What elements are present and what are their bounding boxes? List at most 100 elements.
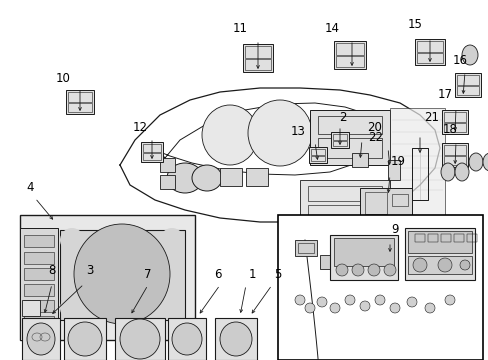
Text: 18: 18 [442, 123, 456, 136]
Ellipse shape [120, 319, 160, 359]
Bar [453, 234, 463, 242]
Bar [24, 316, 54, 328]
Ellipse shape [60, 296, 84, 320]
Bar [245, 168, 267, 186]
Text: 16: 16 [451, 54, 467, 67]
Bar [345, 260, 379, 292]
Bar [307, 205, 381, 219]
Bar [332, 141, 346, 146]
Bar [391, 194, 407, 206]
Bar [339, 255, 409, 300]
Ellipse shape [305, 303, 314, 313]
Bar [443, 123, 465, 132]
Bar [24, 235, 54, 247]
Bar [443, 112, 465, 122]
Bar [24, 300, 54, 312]
Ellipse shape [27, 323, 55, 355]
Ellipse shape [388, 272, 394, 278]
Bar [68, 92, 92, 102]
Text: 10: 10 [56, 72, 70, 85]
Ellipse shape [68, 322, 102, 356]
Text: 17: 17 [437, 89, 451, 102]
Ellipse shape [220, 322, 251, 356]
Bar [24, 268, 54, 280]
Bar [220, 168, 242, 186]
Text: 1: 1 [248, 269, 255, 282]
Text: 2: 2 [339, 112, 346, 125]
Text: 6: 6 [214, 269, 221, 282]
Text: 14: 14 [324, 22, 339, 35]
Bar [427, 234, 437, 242]
Ellipse shape [389, 303, 399, 313]
Bar [299, 180, 389, 225]
Bar [309, 110, 389, 165]
Bar [244, 46, 270, 58]
Bar [443, 145, 465, 155]
Bar [414, 39, 444, 65]
Bar [142, 144, 161, 152]
Bar [310, 149, 325, 155]
Text: 11: 11 [232, 22, 247, 35]
Text: 22: 22 [368, 131, 383, 144]
Bar [24, 252, 54, 264]
Ellipse shape [329, 303, 339, 313]
Bar [443, 156, 465, 165]
Bar [389, 108, 444, 218]
Text: 15: 15 [407, 18, 422, 31]
Bar [407, 231, 471, 253]
Bar [333, 41, 365, 69]
Text: 9: 9 [390, 224, 398, 237]
Bar [310, 156, 325, 161]
Bar [414, 234, 424, 242]
Bar [297, 243, 313, 253]
Ellipse shape [412, 258, 426, 272]
Bar [416, 41, 442, 52]
Ellipse shape [396, 272, 402, 278]
Ellipse shape [316, 297, 326, 307]
Bar [317, 116, 381, 134]
Text: 19: 19 [390, 156, 405, 168]
Bar [416, 53, 442, 63]
Bar [308, 147, 326, 163]
Bar [441, 143, 467, 167]
Bar [440, 234, 450, 242]
Ellipse shape [247, 100, 311, 166]
Bar [456, 75, 478, 85]
Ellipse shape [444, 295, 454, 305]
Bar [66, 90, 94, 114]
Bar [115, 318, 164, 360]
Bar [329, 235, 397, 280]
Ellipse shape [482, 153, 488, 171]
Bar [20, 215, 195, 340]
Bar [294, 240, 316, 256]
Ellipse shape [374, 295, 384, 305]
Bar [24, 284, 54, 296]
Ellipse shape [359, 301, 369, 311]
Text: 20: 20 [367, 121, 382, 135]
Text: 12: 12 [132, 121, 147, 135]
Text: 7: 7 [144, 269, 151, 282]
Ellipse shape [74, 224, 170, 324]
Ellipse shape [459, 260, 469, 270]
Bar [22, 300, 40, 316]
Bar [141, 142, 163, 162]
Ellipse shape [367, 264, 379, 276]
Bar [333, 238, 393, 266]
Text: 8: 8 [48, 264, 56, 276]
Ellipse shape [468, 153, 482, 171]
Bar [215, 318, 257, 360]
Bar [244, 59, 270, 70]
Bar [22, 318, 60, 360]
Bar [454, 73, 480, 97]
Text: 21: 21 [424, 112, 439, 125]
Bar [20, 228, 58, 340]
Text: 5: 5 [274, 269, 281, 282]
Bar [407, 256, 471, 274]
Ellipse shape [345, 295, 354, 305]
Ellipse shape [192, 165, 222, 191]
Ellipse shape [160, 228, 183, 252]
Bar [160, 158, 175, 172]
Ellipse shape [454, 163, 468, 181]
Ellipse shape [294, 295, 305, 305]
Bar [364, 192, 386, 214]
